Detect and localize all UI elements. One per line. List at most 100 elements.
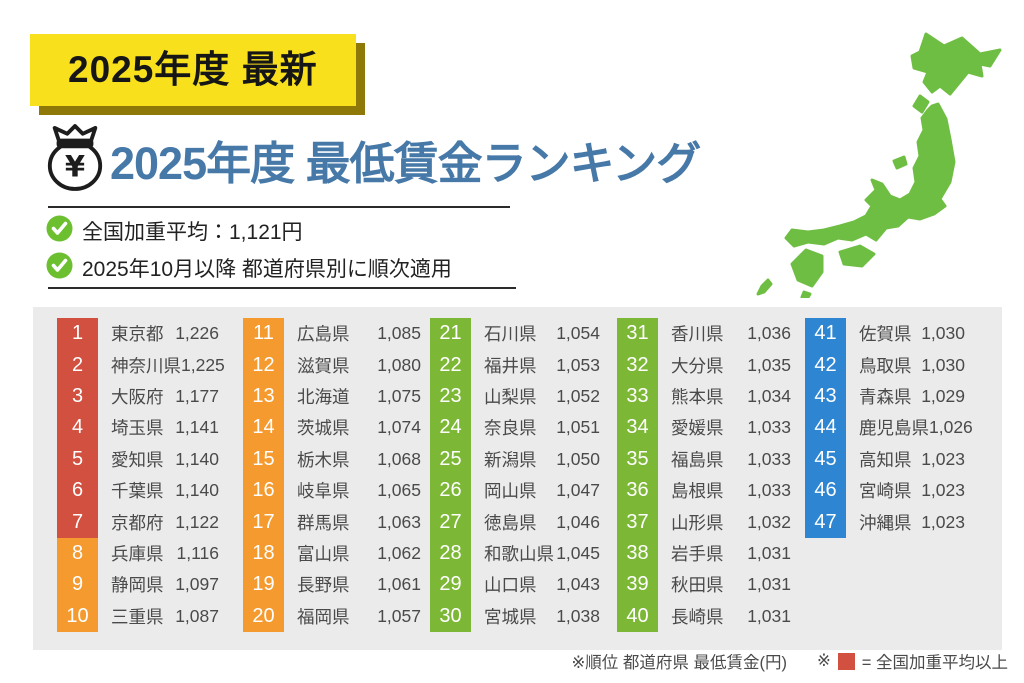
wage-value: 1,116 <box>176 542 220 563</box>
rank-badge: 30 <box>430 600 471 632</box>
check-icon <box>46 252 73 284</box>
table-row: 25 新潟県 1,050 <box>430 443 600 475</box>
table-row: 47 沖縄県 1,023 <box>805 506 965 538</box>
wage-value: 1,226 <box>175 323 219 344</box>
rank-badge: 14 <box>243 412 284 444</box>
table-row: 14 茨城県 1,074 <box>243 412 421 444</box>
wage-value: 1,030 <box>921 354 965 375</box>
year-badge: 2025年度 最新 <box>30 34 356 106</box>
prefecture-name: 滋賀県 <box>297 355 350 376</box>
prefecture-name: 和歌山県 <box>484 543 554 564</box>
table-row: 30 宮城県 1,038 <box>430 600 600 632</box>
prefecture-name: 福島県 <box>671 449 724 470</box>
prefecture-name: 広島県 <box>297 324 350 345</box>
rank-badge: 5 <box>57 443 98 475</box>
wage-value: 1,225 <box>181 354 225 375</box>
rank-badge: 13 <box>243 380 284 413</box>
prefecture-name: 長野県 <box>297 575 350 596</box>
rank-badge: 1 <box>57 318 98 350</box>
table-row: 41 佐賀県 1,030 <box>805 318 965 350</box>
prefecture-name: 長崎県 <box>671 606 724 627</box>
table-row: 34 愛媛県 1,033 <box>617 412 791 444</box>
table-row: 43 青森県 1,029 <box>805 380 965 413</box>
rank-badge: 40 <box>617 600 658 632</box>
rank-badge: 22 <box>430 349 471 381</box>
prefecture-name: 山形県 <box>671 512 724 533</box>
table-row: 16 岐阜県 1,065 <box>243 474 421 507</box>
prefecture-name: 島根県 <box>671 481 724 502</box>
rank-badge: 21 <box>430 318 471 350</box>
wage-value: 1,097 <box>175 574 219 595</box>
rank-badge: 3 <box>57 380 98 413</box>
table-row: 12 滋賀県 1,080 <box>243 349 421 381</box>
wage-value: 1,065 <box>377 480 421 501</box>
checklist-item-text: 全国加重平均：1,121円 <box>82 220 303 244</box>
prefecture-name: 熊本県 <box>671 386 724 407</box>
wage-value: 1,032 <box>747 511 791 532</box>
checklist-item-text: 2025年10月以降 都道府県別に順次適用 <box>82 257 452 281</box>
prefecture-name: 富山県 <box>297 543 350 564</box>
rank-badge: 9 <box>57 569 98 601</box>
table-row: 9 静岡県 1,097 <box>57 569 219 601</box>
wage-value: 1,031 <box>747 605 791 626</box>
table-row: 19 長野県 1,061 <box>243 569 421 601</box>
wage-value: 1,141 <box>175 417 219 438</box>
wage-value: 1,031 <box>747 574 791 595</box>
wage-value: 1,036 <box>747 323 791 344</box>
table-row: 44 鹿児島県 1,026 <box>805 412 973 444</box>
rank-badge: 19 <box>243 569 284 601</box>
rank-badge: 47 <box>805 506 846 538</box>
rank-badge: 24 <box>430 412 471 444</box>
prefecture-name: 宮城県 <box>484 606 537 627</box>
wage-value: 1,023 <box>921 448 965 469</box>
table-row: 2 神奈川県 1,225 <box>57 349 225 381</box>
wage-value: 1,026 <box>929 417 973 438</box>
table-row: 3 大阪府 1,177 <box>57 380 219 413</box>
wage-value: 1,057 <box>377 605 421 626</box>
prefecture-name: 福井県 <box>484 355 537 376</box>
rank-badge: 2 <box>57 349 98 381</box>
table-row: 28 和歌山県 1,045 <box>430 537 600 570</box>
table-row: 39 秋田県 1,031 <box>617 569 791 601</box>
table-row: 24 奈良県 1,051 <box>430 412 600 444</box>
table-row: 10 三重県 1,087 <box>57 600 219 632</box>
prefecture-name: 北海道 <box>297 386 350 407</box>
wage-value: 1,085 <box>377 323 421 344</box>
table-row: 21 石川県 1,054 <box>430 318 600 350</box>
rank-badge: 44 <box>805 412 846 444</box>
prefecture-name: 山口県 <box>484 575 537 596</box>
checklist-item: 全国加重平均：1,121円 <box>46 212 452 249</box>
prefecture-name: 千葉県 <box>111 481 164 502</box>
wage-value: 1,177 <box>175 385 219 406</box>
check-icon <box>46 215 73 247</box>
prefecture-name: 神奈川県 <box>111 355 181 376</box>
wage-value: 1,050 <box>556 448 600 469</box>
prefecture-name: 愛媛県 <box>671 418 724 439</box>
prefecture-name: 愛知県 <box>111 449 164 470</box>
table-row: 45 高知県 1,023 <box>805 443 965 475</box>
table-row: 27 徳島県 1,046 <box>430 506 600 538</box>
wage-value: 1,043 <box>556 574 600 595</box>
wage-value: 1,034 <box>747 385 791 406</box>
rank-badge: 11 <box>243 318 284 350</box>
legend: ※ = 全国加重平均以上 <box>817 649 1008 673</box>
rank-badge: 12 <box>243 349 284 381</box>
prefecture-name: 青森県 <box>859 386 912 407</box>
table-row: 15 栃木県 1,068 <box>243 443 421 475</box>
rank-badge: 31 <box>617 318 658 350</box>
wage-value: 1,038 <box>556 605 600 626</box>
table-row: 23 山梨県 1,052 <box>430 380 600 413</box>
wage-value: 1,054 <box>556 323 600 344</box>
prefecture-name: 徳島県 <box>484 512 537 533</box>
wage-value: 1,033 <box>747 417 791 438</box>
rank-badge: 7 <box>57 506 98 538</box>
wage-value: 1,074 <box>377 417 421 438</box>
table-row: 22 福井県 1,053 <box>430 349 600 381</box>
checklist-underline <box>48 287 516 289</box>
table-row: 29 山口県 1,043 <box>430 569 600 601</box>
svg-text:¥: ¥ <box>65 149 85 183</box>
table-row: 36 島根県 1,033 <box>617 474 791 507</box>
table-row: 8 兵庫県 1,116 <box>57 537 220 570</box>
ranking-column: 31 香川県 1,036 32 大分県 1,035 33 熊本県 1,034 34 愛媛県 1,033… <box>617 318 791 632</box>
